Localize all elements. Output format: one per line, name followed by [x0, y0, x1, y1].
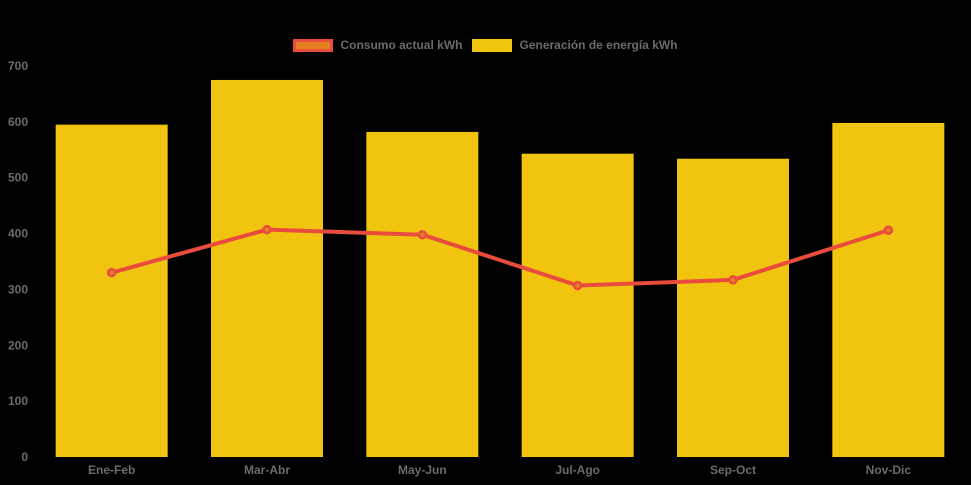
bar-jul-ago[interactable] — [521, 153, 634, 457]
x-tick-label-may-jun: May-Jun — [398, 463, 447, 477]
consumo-point-ene-feb[interactable] — [106, 267, 117, 278]
bar-sep-oct[interactable] — [677, 158, 789, 458]
y-tick-label-600: 600 — [8, 115, 28, 129]
y-tick-label-0: 0 — [21, 450, 28, 464]
y-tick-label-700: 700 — [8, 59, 28, 73]
x-tick-label-ene-feb: Ene-Feb — [88, 463, 135, 477]
consumo-line — [109, 227, 891, 288]
legend-label-generacion: Generación de energía kWh — [519, 38, 678, 52]
y-tick-label-400: 400 — [8, 227, 28, 241]
consumo-point-jul-ago[interactable] — [572, 280, 583, 291]
x-tick-label-jul-ago: Jul-Ago — [555, 463, 600, 477]
chart-legend: Consumo actual kWh Generación de energía… — [0, 38, 971, 52]
x-tick-label-mar-abr: Mar-Abr — [244, 463, 290, 477]
x-tick-label-sep-oct: Sep-Oct — [710, 463, 756, 477]
y-tick-label-200: 200 — [8, 338, 28, 352]
bar-mar-abr[interactable] — [211, 79, 323, 457]
consumo-point-may-jun[interactable] — [417, 229, 428, 240]
y-tick-label-100: 100 — [8, 394, 28, 408]
legend-swatch-consumo-icon — [293, 38, 334, 52]
consumo-point-nov-dic[interactable] — [883, 225, 894, 235]
consumo-point-sep-oct[interactable] — [728, 275, 738, 285]
y-tick-label-300: 300 — [8, 282, 28, 296]
legend-label-consumo: Consumo actual kWh — [340, 38, 463, 52]
legend-item-generacion[interactable]: Generación de energía kWh — [472, 38, 678, 52]
consumo-point-mar-abr[interactable] — [262, 224, 272, 235]
bar-ene-feb[interactable] — [55, 124, 168, 458]
x-tick-label-nov-dic: Nov-Dic — [866, 463, 912, 477]
bar-may-jun[interactable] — [366, 131, 479, 457]
legend-swatch-generacion-icon — [472, 38, 513, 52]
bar-nov-dic[interactable] — [832, 122, 945, 457]
y-tick-label-500: 500 — [8, 171, 28, 185]
legend-item-consumo[interactable]: Consumo actual kWh — [293, 38, 462, 52]
